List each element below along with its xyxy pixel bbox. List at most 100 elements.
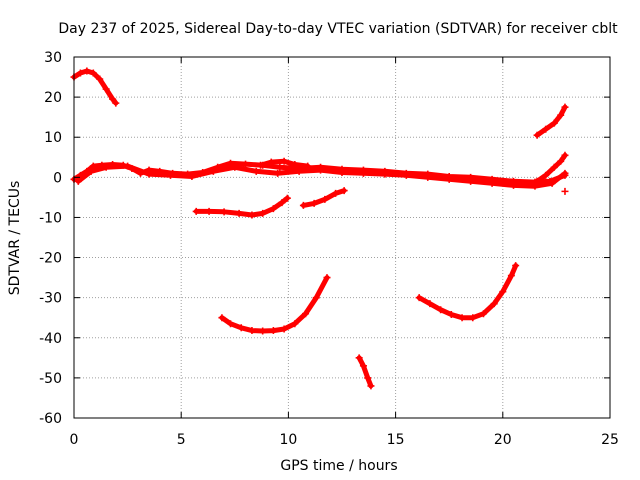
data-point-marker — [310, 199, 318, 207]
data-point-marker — [166, 171, 174, 179]
data-point-marker — [367, 382, 375, 390]
data-point-marker — [252, 167, 260, 175]
data-point-marker — [102, 85, 110, 93]
data-point-marker — [561, 187, 569, 195]
series-arc-deep-3 — [415, 262, 520, 322]
series-arc-deep-1 — [218, 274, 331, 335]
data-point-marker — [227, 320, 235, 328]
y-tick-label: -20 — [39, 251, 62, 267]
series-arc-near-zero-secondary — [74, 162, 569, 190]
x-axis-title: GPS time / hours — [280, 458, 397, 474]
data-point-marker — [458, 314, 466, 322]
data-point-marker — [304, 162, 312, 170]
y-tick-label: -40 — [39, 331, 62, 347]
data-point-marker — [447, 311, 455, 319]
data-point-marker — [220, 208, 228, 216]
data-point-marker — [231, 163, 239, 171]
data-point-marker — [269, 205, 277, 213]
data-point-marker — [267, 158, 275, 166]
data-point-marker — [467, 177, 475, 185]
series-arc-end-high — [533, 103, 569, 139]
data-point-marker — [259, 209, 267, 217]
data-point-marker — [259, 327, 267, 335]
tick-layer: 0 5 10 15 20 25 -60 -50 -40 -30 -20 -10 0 10 20 30 — [39, 50, 619, 448]
data-point-marker — [188, 173, 196, 181]
data-point-marker — [248, 211, 256, 219]
data-point-marker — [291, 160, 299, 168]
data-point-marker — [209, 167, 217, 175]
data-point-marker — [218, 314, 226, 322]
data-point-marker — [381, 170, 389, 178]
data-point-marker — [235, 209, 243, 217]
data-point-marker — [550, 163, 558, 171]
data-point-marker — [109, 95, 117, 103]
x-tick-label: 0 — [70, 432, 79, 448]
data-point-marker — [145, 170, 153, 178]
data-point-marker — [512, 262, 520, 270]
series-arc-morning-low — [192, 194, 291, 219]
data-point-marker — [426, 300, 434, 308]
data-point-marker — [488, 179, 496, 187]
data-point-marker — [437, 306, 445, 314]
data-point-marker — [278, 199, 286, 207]
series-line — [356, 355, 374, 389]
series-arc-deep-2 — [355, 354, 375, 390]
data-point-marker — [480, 310, 488, 318]
data-point-marker — [338, 169, 346, 177]
grid-layer — [74, 57, 610, 418]
data-point-marker — [291, 320, 299, 328]
y-tick-label: 0 — [53, 170, 62, 186]
data-point-marker — [415, 294, 423, 302]
data-point-marker — [280, 325, 288, 333]
data-point-marker — [332, 189, 340, 197]
data-point-marker — [76, 69, 84, 77]
x-tick-label: 20 — [494, 432, 512, 448]
data-point-marker — [321, 195, 329, 203]
data-point-marker — [96, 75, 104, 83]
y-axis-title: SDTVAR / TECUs — [7, 181, 23, 296]
data-point-marker — [533, 131, 541, 139]
series-arc-midday-low — [299, 187, 348, 209]
y-tick-label: -10 — [39, 210, 62, 226]
data-point-marker — [276, 163, 284, 171]
data-point-marker — [274, 169, 282, 177]
data-point-marker — [561, 169, 569, 177]
x-tick-label: 5 — [177, 432, 186, 448]
data-point-marker — [359, 169, 367, 177]
data-point-marker — [510, 181, 518, 189]
data-point-marker — [499, 288, 507, 296]
data-point-marker — [192, 207, 200, 215]
y-tick-label: 30 — [44, 50, 62, 66]
data-point-marker — [112, 99, 120, 107]
data-point-marker — [242, 160, 250, 168]
data-point-marker — [359, 362, 367, 370]
y-tick-label: -50 — [39, 371, 62, 387]
data-point-marker — [83, 67, 91, 75]
data-point-marker — [299, 201, 307, 209]
data-point-marker — [102, 163, 110, 171]
data-point-marker — [355, 354, 363, 362]
data-point-marker — [542, 171, 550, 179]
data-point-marker — [507, 272, 515, 280]
data-point-marker — [248, 327, 256, 335]
data-point-marker — [557, 157, 565, 165]
series-arc-morning-bump — [257, 157, 312, 170]
data-point-marker — [548, 179, 556, 187]
data-point-marker — [445, 175, 453, 183]
data-point-marker — [237, 324, 245, 332]
data-point-marker — [257, 161, 265, 169]
y-tick-label: -60 — [39, 411, 62, 427]
data-point-marker — [295, 167, 303, 175]
data-point-marker — [561, 151, 569, 159]
data-point-marker — [533, 177, 541, 185]
data-point-marker — [280, 157, 288, 165]
data-point-marker — [87, 167, 95, 175]
data-point-marker — [317, 166, 325, 174]
data-point-marker — [269, 327, 277, 335]
y-tick-label: 20 — [44, 90, 62, 106]
data-point-marker — [561, 103, 569, 111]
series-arc-start-high — [70, 67, 120, 107]
chart-title: Day 237 of 2025, Sidereal Day-to-day VTE… — [58, 21, 618, 37]
